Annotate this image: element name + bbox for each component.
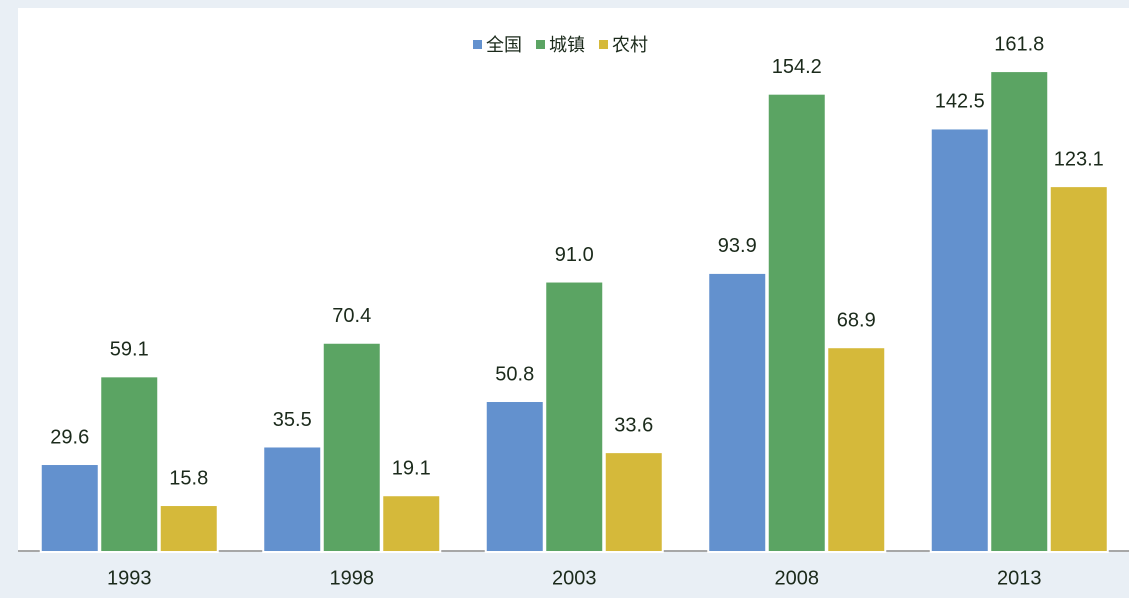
data-label: 29.6	[50, 426, 89, 448]
bar	[381, 494, 442, 554]
data-label: 123.1	[1054, 148, 1104, 170]
bar	[929, 127, 990, 553]
data-label: 154.2	[772, 56, 822, 78]
bar	[484, 400, 545, 553]
data-label: 161.8	[994, 33, 1044, 55]
bar	[262, 445, 323, 553]
x-tick-label: 2003	[552, 567, 597, 589]
x-tick-label: 2008	[775, 567, 820, 589]
bar	[603, 451, 664, 553]
data-label: 15.8	[169, 467, 208, 489]
bar	[989, 70, 1050, 553]
legend-swatch	[599, 40, 608, 49]
bar	[544, 280, 605, 553]
x-tick-label: 1998	[330, 567, 375, 589]
data-label: 33.6	[614, 414, 653, 436]
data-label: 68.9	[837, 309, 876, 331]
bar	[766, 92, 827, 554]
data-label: 35.5	[273, 409, 312, 431]
data-label: 91.0	[555, 244, 594, 266]
legend-label: 城镇	[549, 35, 585, 55]
bar	[39, 463, 100, 553]
data-label: 50.8	[495, 363, 534, 385]
bar	[158, 504, 219, 553]
data-label: 59.1	[110, 339, 149, 361]
data-label: 19.1	[392, 458, 431, 480]
x-tick-label: 2013	[997, 567, 1042, 589]
bar	[99, 375, 160, 554]
legend-swatch	[536, 40, 545, 49]
data-label: 93.9	[718, 235, 757, 257]
bar	[321, 341, 382, 553]
data-label: 142.5	[935, 91, 985, 113]
bar	[707, 271, 768, 553]
x-tick-label: 1993	[107, 567, 152, 589]
legend-label: 全国	[486, 35, 522, 55]
legend-label: 农村	[612, 35, 648, 55]
bar	[826, 346, 887, 554]
data-label: 70.4	[332, 305, 371, 327]
bar	[1048, 185, 1109, 553]
legend-swatch	[473, 40, 482, 49]
